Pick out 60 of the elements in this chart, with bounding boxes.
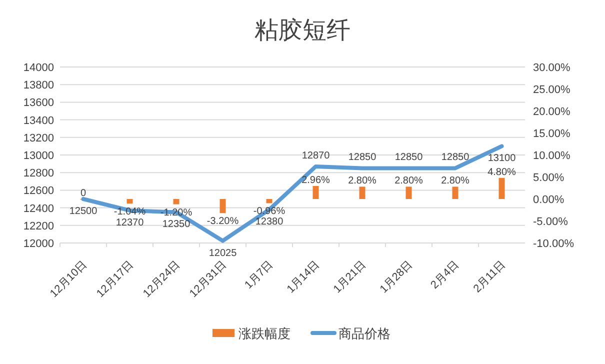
- y2-tick-label: 5.00%: [533, 172, 564, 184]
- x-tick-label: 1月14日: [284, 258, 322, 296]
- bar: [266, 199, 272, 204]
- bar: [126, 199, 133, 204]
- data-label: 0: [80, 188, 86, 199]
- x-tick-label: 12月24日: [141, 258, 182, 300]
- data-label: 12350: [162, 219, 191, 230]
- x-tick-label: 1月7日: [242, 258, 276, 292]
- y-tick-label: 12200: [23, 220, 54, 232]
- bar: [452, 186, 458, 199]
- data-label: -3.20%: [206, 216, 239, 228]
- bar: [220, 199, 226, 214]
- chart-title: 粘胶短纤: [254, 17, 350, 44]
- x-tick-label: 2月4日: [428, 258, 462, 292]
- y2-tick-label: 30.00%: [533, 62, 571, 74]
- y-tick-label: 13400: [23, 114, 54, 127]
- y-tick-label: 12400: [23, 202, 54, 215]
- y2-tick-label: 15.00%: [533, 128, 571, 140]
- y2-tick-label: 20.00%: [533, 106, 571, 118]
- y-tick-label: 13200: [23, 132, 54, 144]
- bar: [359, 186, 366, 199]
- y-tick-label: 12800: [23, 168, 54, 180]
- data-label: 4.80%: [488, 166, 516, 178]
- x-tick-label: 2月11日: [471, 258, 508, 296]
- bar: [173, 199, 180, 204]
- y-tick-label: 12000: [23, 238, 54, 250]
- y2-tick-label: -5.00%: [533, 216, 568, 228]
- y2-tick-label: -10.00%: [533, 238, 574, 250]
- data-label: 2.80%: [394, 176, 424, 187]
- data-label: 2.80%: [441, 176, 470, 187]
- bar: [498, 178, 505, 199]
- data-label: 12850: [441, 152, 470, 164]
- legend-label: 商品价格: [338, 326, 390, 341]
- bar: [406, 186, 412, 199]
- data-label: 2.96%: [302, 174, 330, 186]
- data-label: 12025: [208, 248, 238, 259]
- x-tick-label: 1月28日: [378, 258, 415, 296]
- x-tick-label: 12月17日: [94, 258, 136, 300]
- bar: [312, 186, 319, 199]
- data-label: 12850: [394, 152, 424, 164]
- x-tick-label: 1月21日: [331, 258, 368, 296]
- y2-tick-label: 25.00%: [533, 84, 571, 96]
- data-label: 12370: [116, 217, 144, 228]
- data-label: 12380: [255, 216, 284, 228]
- x-tick-label: 12月31日: [188, 258, 229, 300]
- data-label: 2.80%: [348, 176, 377, 187]
- y2-tick-label: 10.00%: [533, 150, 571, 162]
- y-tick-label: 13600: [23, 97, 54, 110]
- data-label: 13100: [488, 153, 516, 164]
- data-label: 12850: [348, 152, 377, 164]
- y-tick-label: 13800: [23, 80, 54, 92]
- legend-label: 涨跌幅度: [238, 326, 290, 341]
- data-label: 12500: [69, 206, 98, 217]
- y-tick-label: 12600: [23, 185, 54, 198]
- y-tick-label: 14000: [23, 62, 54, 74]
- y-tick-label: 13000: [23, 150, 54, 162]
- y2-tick-label: 0.00%: [533, 194, 564, 206]
- data-label: 12870: [302, 150, 330, 162]
- data-label: -1.20%: [160, 207, 192, 218]
- x-tick-label: 12月10日: [48, 258, 90, 300]
